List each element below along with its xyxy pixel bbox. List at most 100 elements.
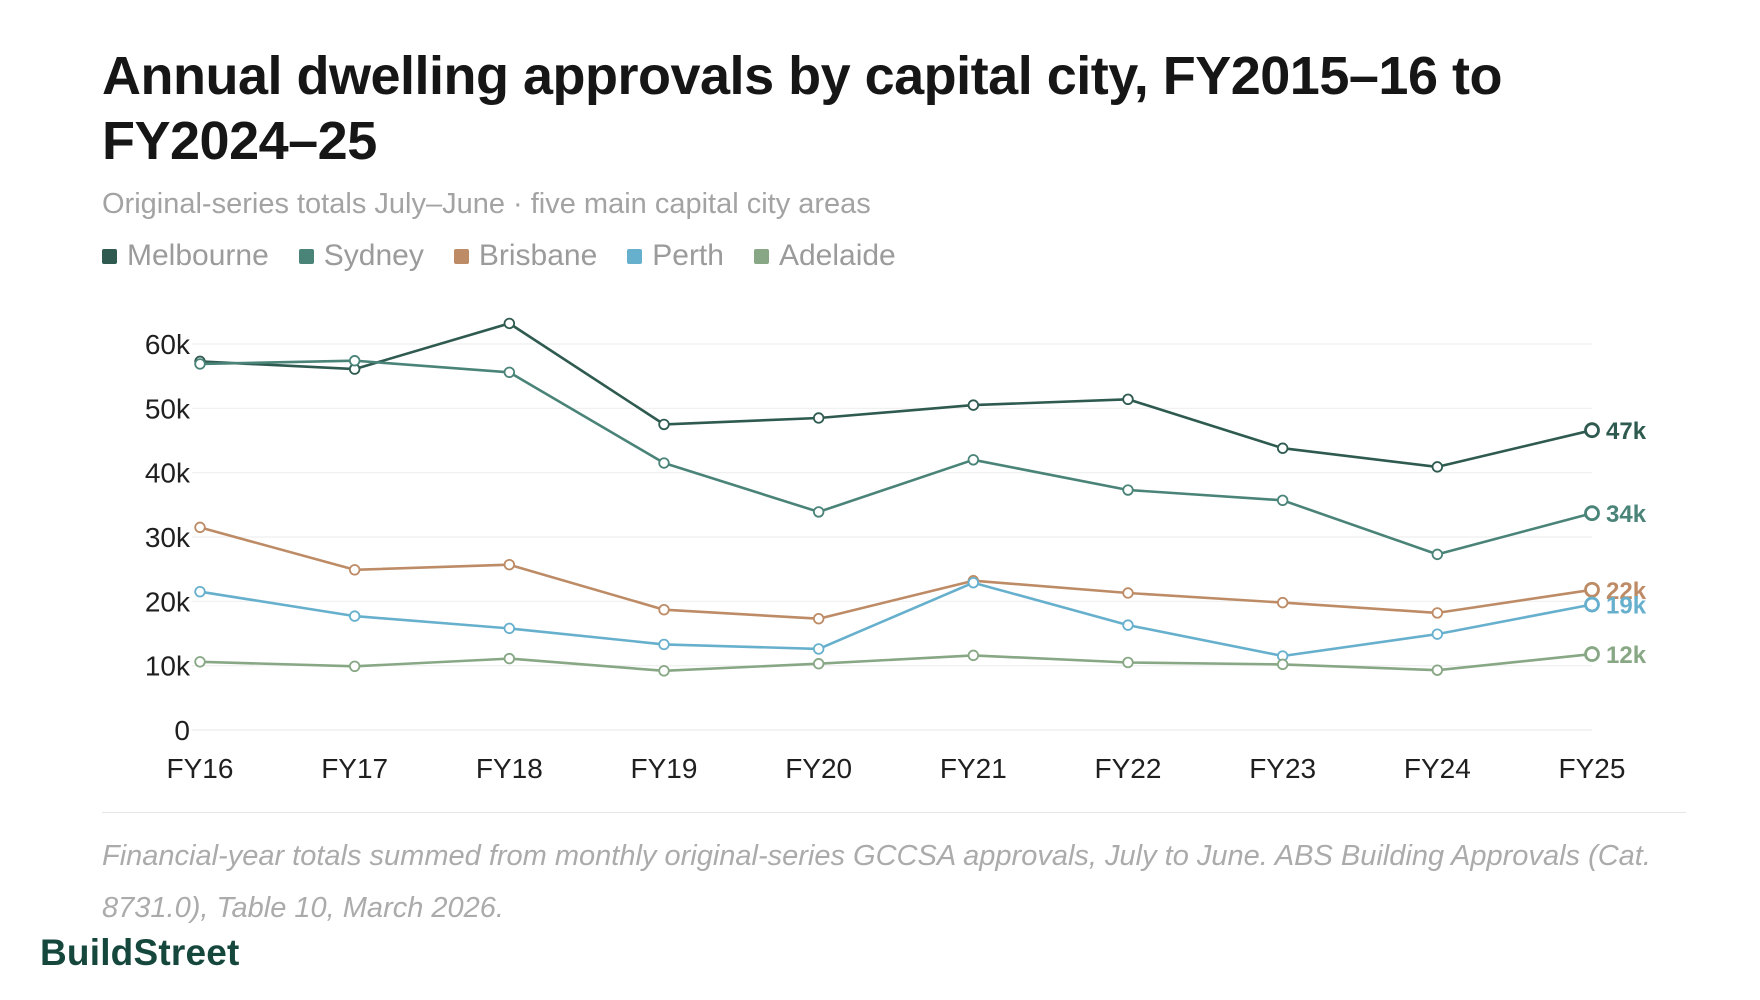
data-point (194, 521, 206, 534)
grid-layer (192, 343, 1592, 731)
data-point (812, 658, 825, 670)
data-point (658, 457, 670, 469)
data-point (1122, 619, 1134, 631)
y-tick-label: 0 (174, 715, 190, 746)
data-point (503, 366, 516, 379)
legend-item-melbourne: Melbourne (102, 239, 269, 273)
x-tick-label: FY24 (1404, 753, 1471, 784)
data-point (1431, 664, 1444, 676)
legend-item-sydney: Sydney (298, 239, 424, 273)
series-layer (194, 317, 1600, 677)
chart-subtitle: Original-series totals July–June · five … (102, 188, 871, 220)
data-point (1276, 442, 1289, 454)
data-point (1122, 484, 1134, 496)
x-tick-label: FY25 (1559, 753, 1626, 784)
footer-divider (102, 812, 1686, 813)
legend-item-brisbane: Brisbane (453, 239, 598, 273)
series-brisbane (194, 521, 1600, 625)
data-point (658, 638, 670, 651)
data-point (1276, 596, 1289, 609)
data-point (503, 317, 516, 330)
legend-label: Adelaide (778, 239, 896, 272)
data-point (194, 585, 206, 598)
data-point (1584, 646, 1600, 662)
data-point (812, 613, 825, 625)
series-perth (194, 576, 1600, 662)
series-line (198, 581, 1594, 658)
x-tick-label: FY17 (321, 753, 388, 784)
legend-item-adelaide: Adelaide (753, 239, 896, 273)
y-tick-label: 60k (145, 329, 191, 360)
data-point (194, 656, 206, 668)
end-label-perth: 19k (1606, 593, 1647, 620)
series-adelaide (194, 646, 1600, 677)
series-melbourne (194, 317, 1600, 473)
data-point (812, 506, 825, 518)
legend-label: Brisbane (478, 239, 598, 272)
chart-title: Annual dwelling approvals by capital cit… (102, 46, 1502, 171)
end-label-melbourne: 47k (1606, 418, 1647, 445)
data-point (348, 660, 361, 673)
legend-swatch (453, 248, 469, 264)
data-point (967, 649, 980, 662)
data-point (1584, 422, 1600, 439)
data-point (1276, 658, 1289, 671)
data-point (658, 418, 670, 431)
data-point (967, 399, 980, 411)
x-tick-label: FY21 (940, 753, 1007, 784)
data-point (348, 610, 361, 622)
series-line (198, 322, 1594, 469)
data-point (967, 454, 980, 466)
end-label-brisbane: 22k (1606, 578, 1647, 605)
legend-item-perth: Perth (627, 239, 724, 273)
y-tick-label: 30k (145, 522, 191, 553)
data-point (503, 622, 516, 635)
data-point (658, 603, 670, 616)
legend-swatch (102, 248, 117, 264)
source-note: Financial-year totals summed from monthl… (102, 840, 1651, 924)
legend-swatch (298, 248, 314, 264)
series-line (198, 359, 1594, 556)
series-line (198, 526, 1594, 621)
data-point (1431, 628, 1444, 640)
y-tick-label: 50k (145, 393, 191, 424)
legend-label: Melbourne (127, 239, 269, 272)
data-point (348, 564, 361, 576)
data-point (1122, 393, 1134, 406)
legend-label: Sydney (323, 239, 424, 272)
legend-label: Perth (652, 239, 724, 272)
data-point (1122, 656, 1134, 669)
series-line (198, 652, 1594, 673)
data-point (1584, 596, 1600, 613)
x-tick-label: FY23 (1249, 753, 1316, 784)
legend-swatch (627, 248, 643, 264)
x-tick-label: FY16 (167, 753, 234, 784)
data-point (194, 358, 206, 370)
chart-legend: Melbourne Sydney Brisbane Perth Adelaide (102, 238, 926, 274)
line-chart: 0 10k 20k 30k 40k 50k 60k FY16 FY17 FY18 FY19 FY20… (145, 317, 1647, 784)
x-tick-label: FY19 (631, 753, 698, 784)
data-point (1431, 461, 1444, 473)
data-point (812, 412, 825, 424)
data-point (812, 643, 825, 655)
data-point (503, 652, 516, 665)
x-axis: FY16 FY17 FY18 FY19 FY20 FY21 FY22 FY23 FY24 FY25 (167, 753, 1626, 784)
data-point (1584, 581, 1600, 598)
x-tick-label: FY18 (476, 753, 543, 784)
end-label-adelaide: 12k (1606, 642, 1647, 669)
y-tick-label: 40k (145, 458, 191, 489)
legend-swatch (753, 248, 769, 264)
y-tick-label: 20k (145, 586, 191, 617)
y-tick-label: 10k (145, 651, 191, 682)
brand-logo: BuildStreet (40, 932, 240, 973)
y-axis: 0 10k 20k 30k 40k 50k 60k (145, 329, 191, 746)
data-point (967, 576, 980, 589)
data-point (1276, 494, 1289, 507)
x-tick-label: FY20 (785, 753, 852, 784)
series-sydney (194, 355, 1600, 561)
x-tick-label: FY22 (1095, 753, 1162, 784)
data-point (503, 558, 516, 571)
data-point (1431, 548, 1444, 561)
end-label-sydney: 34k (1606, 501, 1647, 528)
